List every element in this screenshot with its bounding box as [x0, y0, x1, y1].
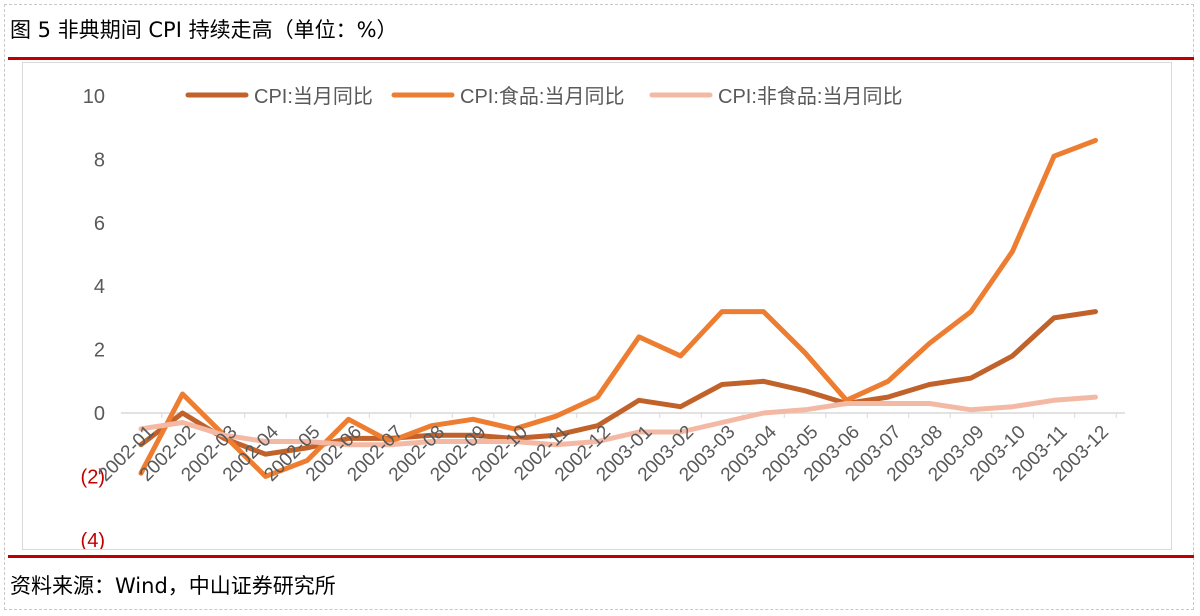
- y-tick-label: 10: [83, 86, 105, 108]
- legend-label-2: CPI:食品:当月同比: [460, 85, 624, 108]
- line-chart: 1086420(2)(4)2002-012002-022002-032002-0…: [81, 85, 1125, 552]
- y-tick-label: (4): [81, 530, 105, 549]
- source-note: 资料来源：Wind，中山证券研究所: [10, 574, 336, 598]
- title-divider: [8, 57, 1194, 60]
- series-line-3: [138, 394, 1098, 448]
- y-tick-label: 4: [94, 276, 105, 298]
- figure-frame: [4, 4, 1194, 610]
- source-divider: [8, 555, 1194, 558]
- series-line-1: [138, 309, 1098, 457]
- y-tick-label: 0: [94, 403, 105, 425]
- legend-label-3: CPI:非食品:当月同比: [718, 85, 902, 108]
- chart-area: 10 8 6 4 2 0 (2) (4) 2002-01 2002-02 2002-03 2002-0…: [22, 62, 1172, 552]
- series-line-2: [138, 137, 1098, 479]
- y-tick-label: (2): [81, 466, 105, 488]
- legend-label-1: CPI:当月同比: [254, 85, 373, 108]
- y-tick-label: 8: [94, 149, 105, 171]
- y-tick-label: 6: [94, 213, 105, 235]
- y-tick-label: 2: [94, 340, 105, 362]
- figure-title: 图 5 非典期间 CPI 持续走高（单位：%）: [10, 18, 398, 42]
